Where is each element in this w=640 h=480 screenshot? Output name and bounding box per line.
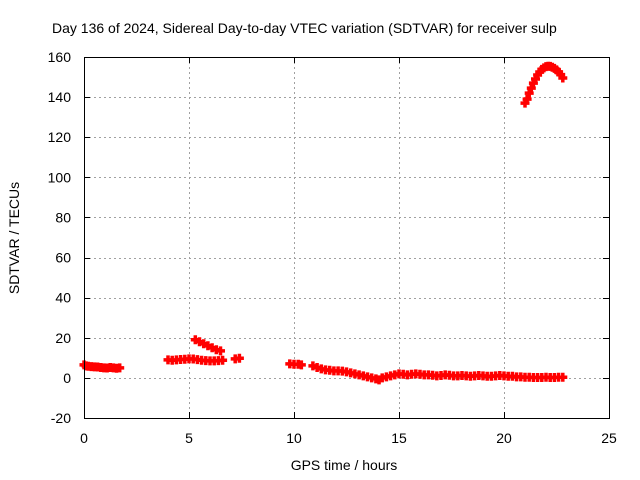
chart-title: Day 136 of 2024, Sidereal Day-to-day VTE… (52, 20, 557, 36)
y-tick-label: 20 (55, 330, 71, 346)
y-tick-label: 80 (55, 209, 71, 225)
axis-ticks: 0 5 10 15 20 25 -20 0 20 40 60 80 100 120 140 160 (48, 49, 617, 446)
data-point (526, 83, 536, 93)
y-tick-label: 140 (48, 89, 72, 105)
x-tick-label: 5 (185, 430, 193, 446)
x-tick-label: 15 (391, 430, 407, 446)
x-tick-label: 25 (601, 430, 617, 446)
y-tick-label: 120 (48, 129, 72, 145)
y-axis-label: SDTVAR / TECUs (6, 182, 22, 294)
data-point (524, 88, 534, 98)
data-point (558, 73, 568, 83)
x-tick-label: 10 (286, 430, 302, 446)
y-tick-label: 40 (55, 290, 71, 306)
data-point (522, 94, 532, 104)
x-axis-label: GPS time / hours (291, 457, 398, 473)
data-point (234, 353, 244, 363)
y-tick-label: 0 (63, 370, 71, 386)
y-tick-label: -20 (51, 410, 71, 426)
data-points (79, 61, 568, 385)
x-tick-label: 20 (496, 430, 512, 446)
y-tick-label: 160 (48, 49, 72, 65)
x-tick-label: 0 (80, 430, 88, 446)
plot-frame (84, 57, 610, 419)
data-point (115, 363, 125, 373)
data-point (558, 372, 568, 382)
data-point (296, 360, 306, 370)
grid-lines (84, 57, 609, 418)
y-tick-label: 100 (48, 169, 72, 185)
data-point (218, 355, 228, 365)
data-point (216, 346, 225, 356)
y-tick-label: 60 (55, 250, 71, 266)
